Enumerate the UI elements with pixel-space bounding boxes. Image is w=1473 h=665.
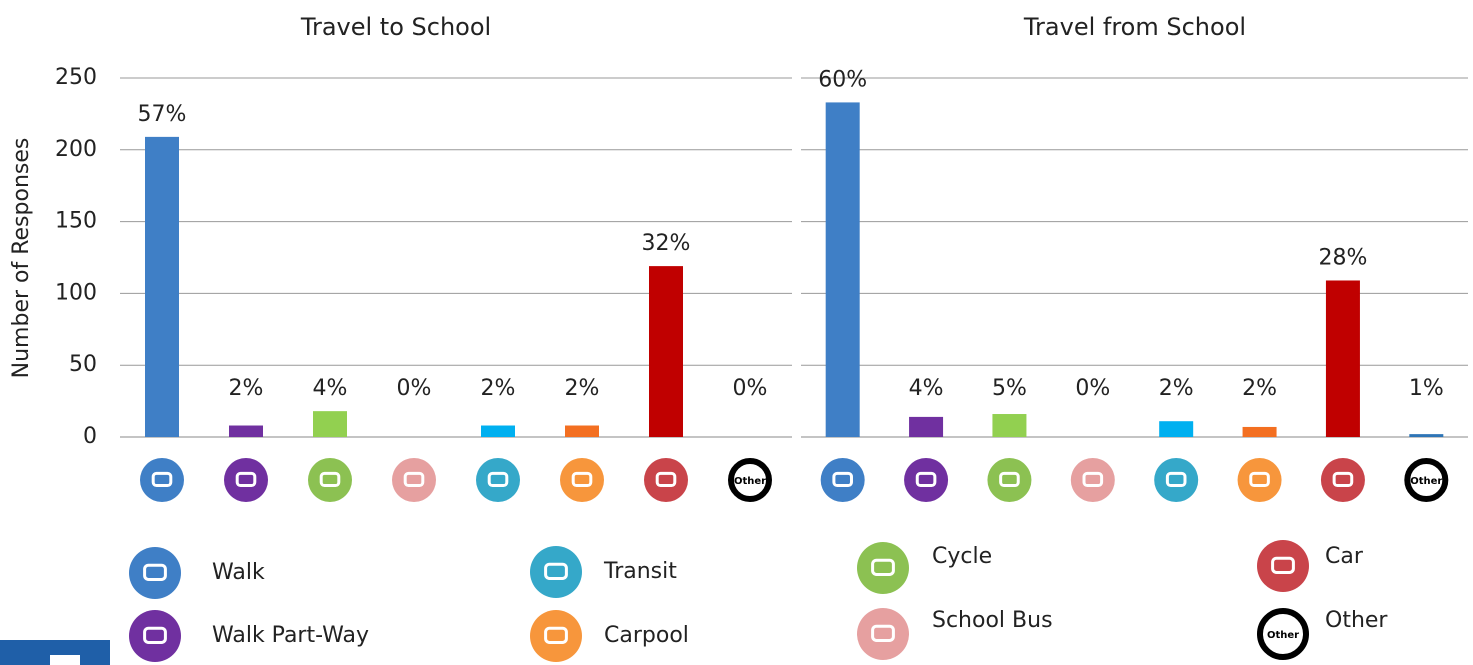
legend-label: Transit bbox=[603, 559, 677, 584]
category-icon bbox=[820, 458, 865, 502]
legend-label: Walk Part-Way bbox=[212, 623, 369, 648]
chart-title: Travel to School bbox=[300, 13, 491, 41]
value-label: 2% bbox=[565, 376, 600, 401]
legend-label: Cycle bbox=[932, 544, 992, 569]
category-icon bbox=[904, 458, 949, 502]
category-icon bbox=[530, 546, 582, 598]
category-icon bbox=[530, 610, 582, 662]
value-label: 4% bbox=[909, 376, 944, 401]
value-label: 2% bbox=[1242, 376, 1277, 401]
category-icon bbox=[224, 458, 268, 502]
y-tick-label: 0 bbox=[83, 424, 97, 449]
bar bbox=[481, 425, 515, 437]
category-icon bbox=[560, 458, 604, 502]
category-icon-glyph bbox=[871, 624, 895, 643]
y-tick-label: 200 bbox=[55, 137, 97, 162]
category-icon bbox=[308, 458, 352, 502]
bar bbox=[145, 136, 179, 437]
value-label: 2% bbox=[481, 376, 516, 401]
bar bbox=[1159, 421, 1194, 437]
bar bbox=[649, 266, 683, 437]
y-tick-label: 50 bbox=[69, 352, 97, 377]
category-icon bbox=[1070, 458, 1115, 502]
category-icon-glyph bbox=[544, 626, 568, 645]
bar bbox=[992, 414, 1027, 437]
legend-label: Walk bbox=[212, 560, 265, 585]
legend-label: Car bbox=[1325, 544, 1364, 569]
category-icon bbox=[392, 458, 436, 502]
value-label: 0% bbox=[1075, 376, 1110, 401]
corner-decoration bbox=[50, 655, 80, 665]
value-label: 57% bbox=[138, 102, 187, 127]
category-icon-glyph bbox=[143, 563, 167, 582]
category-icon-label: Other bbox=[734, 476, 766, 487]
bar bbox=[313, 411, 347, 437]
bar bbox=[1409, 434, 1444, 437]
bar bbox=[565, 425, 599, 437]
category-icon bbox=[1257, 540, 1309, 592]
legend-label: Other bbox=[1325, 608, 1388, 633]
category-icon bbox=[1320, 458, 1365, 502]
bar bbox=[909, 416, 944, 437]
category-icon-glyph bbox=[655, 471, 677, 487]
category-icon-glyph bbox=[143, 626, 167, 645]
value-label: 4% bbox=[313, 376, 348, 401]
category-icon bbox=[987, 458, 1032, 502]
category-icon bbox=[1257, 608, 1309, 660]
value-label: 5% bbox=[992, 376, 1027, 401]
category-icon bbox=[129, 547, 181, 599]
category-icon bbox=[728, 458, 772, 502]
category-icon-glyph bbox=[571, 471, 593, 487]
value-label: 32% bbox=[642, 231, 691, 256]
value-label: 2% bbox=[229, 376, 264, 401]
category-icon bbox=[1154, 458, 1199, 502]
chart-title: Travel from School bbox=[1023, 13, 1246, 41]
value-label: 1% bbox=[1409, 376, 1444, 401]
y-tick-label: 150 bbox=[55, 209, 97, 234]
category-icon bbox=[1404, 458, 1449, 502]
category-icon-glyph bbox=[1082, 471, 1104, 487]
bar bbox=[1242, 426, 1277, 437]
category-icon-glyph bbox=[487, 471, 509, 487]
category-icon-glyph bbox=[235, 471, 257, 487]
value-label: 60% bbox=[818, 67, 867, 92]
category-icon bbox=[140, 458, 184, 502]
y-axis-label: Number of Responses bbox=[9, 138, 34, 379]
category-icon-glyph bbox=[319, 471, 341, 487]
value-label: 0% bbox=[733, 376, 768, 401]
value-label: 0% bbox=[397, 376, 432, 401]
y-tick-label: 250 bbox=[55, 65, 97, 90]
category-icon-glyph bbox=[151, 471, 173, 487]
category-icon-glyph bbox=[403, 471, 425, 487]
legend-label: Carpool bbox=[604, 623, 689, 648]
category-icon-glyph bbox=[1249, 471, 1270, 487]
category-icon-glyph bbox=[1332, 471, 1354, 487]
category-icon bbox=[476, 458, 520, 502]
category-icon-glyph bbox=[544, 562, 568, 581]
value-label: 28% bbox=[1318, 245, 1367, 270]
category-icon-glyph bbox=[999, 471, 1020, 487]
value-label: 2% bbox=[1159, 376, 1194, 401]
bar bbox=[1325, 280, 1360, 437]
bar bbox=[825, 102, 860, 438]
category-icon bbox=[1237, 458, 1282, 502]
legend-label: School Bus bbox=[932, 608, 1053, 633]
category-icon-glyph bbox=[915, 471, 937, 487]
bar bbox=[229, 425, 263, 437]
category-icon-label: Other bbox=[1267, 630, 1299, 641]
category-icon bbox=[129, 610, 181, 662]
category-icon bbox=[857, 608, 909, 660]
category-icon-glyph bbox=[832, 471, 853, 487]
category-icon bbox=[644, 458, 688, 502]
category-icon-label: Other bbox=[1410, 476, 1442, 487]
category-icon-glyph bbox=[1165, 471, 1187, 487]
category-icon-glyph bbox=[871, 558, 895, 577]
category-icon-glyph bbox=[1271, 556, 1295, 575]
y-tick-label: 100 bbox=[55, 280, 97, 305]
category-icon bbox=[857, 542, 909, 594]
